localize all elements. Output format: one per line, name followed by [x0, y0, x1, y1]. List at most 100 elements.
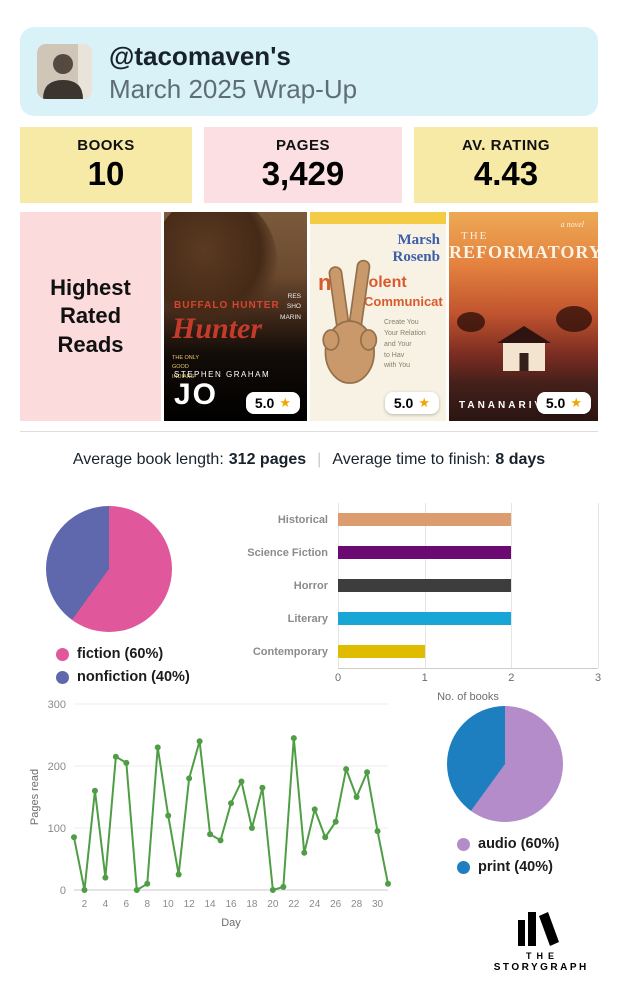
svg-text:300: 300 [48, 699, 66, 711]
bar-row [338, 503, 598, 536]
svg-text:22: 22 [288, 899, 300, 910]
book1-side-text: RES SHO MARIN [280, 293, 301, 321]
house-roof [496, 326, 551, 343]
stat-rating-label: AV. RATING [461, 137, 551, 154]
bar-tick-label: 1 [421, 672, 428, 684]
fiction-pie-legend: fiction (60%) nonfiction (40%) [56, 646, 190, 685]
book1-left-text: THE ONLY GOOD INDIANS [172, 355, 199, 380]
averages-separator: | [317, 451, 322, 468]
bar [338, 513, 512, 526]
bar-category-label: Science Fiction [247, 546, 328, 559]
svg-text:20: 20 [267, 899, 279, 910]
gridline [511, 503, 513, 668]
bar-tick-label: 2 [508, 672, 515, 684]
svg-text:16: 16 [225, 899, 237, 910]
bar-xlabel-row: No. of books [246, 687, 598, 703]
legend-item: audio (60%) [457, 836, 563, 852]
bar-category-label: Contemporary [252, 645, 328, 658]
legend-item: nonfiction (40%) [56, 669, 190, 685]
bar [338, 612, 512, 625]
bar-row [338, 536, 598, 569]
book1-author: STEPHEN GRAHAM [174, 370, 271, 379]
svg-text:12: 12 [184, 899, 196, 910]
legend-dot [56, 647, 69, 661]
section-divider [20, 431, 598, 432]
logo-text-storygraph: STORYGRAPH [493, 962, 589, 973]
tree-silhouette [457, 312, 485, 332]
rating-badge: 5.0 ★ [384, 392, 439, 414]
house-door [519, 353, 528, 371]
stat-books-value: 10 [87, 155, 125, 192]
book2-top-band [310, 212, 446, 224]
svg-text:8: 8 [144, 899, 150, 910]
storygraph-logo: THE STORYGRAPH [484, 908, 596, 973]
rating-value: 5.0 [393, 395, 414, 411]
legend-item: print (40%) [457, 859, 563, 875]
gridline [598, 503, 599, 668]
bar [338, 546, 512, 559]
format-pie [447, 706, 563, 822]
rating-badge: 5.0 ★ [536, 392, 591, 414]
bar-tick-label: 3 [594, 672, 602, 684]
book3-author: TANANARIV [459, 400, 545, 411]
stat-books-label: BOOKS [77, 137, 135, 154]
bar-chart-body: Historical Science Fiction Horror Literary C… [246, 503, 599, 669]
book2-title-frag2: Communicat [364, 294, 443, 309]
book-cover-the-reformatory: a novel THE REFORMATORY TANANARIV 5.0 ★ [449, 212, 598, 421]
format-pie-chart: audio (60%) print (40%) [447, 706, 563, 875]
bar-ticks-row: 0 1 2 3 [246, 672, 602, 687]
svg-text:30: 30 [372, 899, 384, 910]
genre-bar-chart: Historical Science Fiction Horror Literary C… [246, 503, 602, 703]
stat-pages: PAGES 3,429 [204, 127, 402, 203]
book3-title: REFORMATORY [449, 242, 598, 262]
svg-text:Pages read: Pages read [29, 769, 41, 825]
rating-value: 5.0 [254, 395, 275, 411]
legend-dot [457, 860, 470, 874]
legend-dot [457, 837, 470, 851]
legend-label: print (40%) [478, 859, 553, 875]
bar-ticks: 0 1 2 3 [334, 672, 602, 687]
book1-title-small: BUFFALO HUNTER [174, 300, 280, 311]
header-card: @tacomaven's March 2025 Wrap-Up [20, 27, 598, 116]
svg-text:6: 6 [124, 899, 130, 910]
pages-line-chart: 0 100 200 300 2 4 6 8 10 12 14 16 18 20 22 24 26 28 30 Page… [26, 692, 398, 932]
bar-tick-label: 0 [334, 672, 342, 684]
svg-text:0: 0 [60, 885, 66, 897]
svg-text:100: 100 [48, 823, 66, 835]
legend-label: nonfiction (40%) [77, 669, 190, 685]
rating-badge: 5.0 ★ [245, 392, 300, 414]
stat-books: BOOKS 10 [20, 127, 192, 203]
book2-title-frag: iolent [364, 274, 407, 291]
book2-subtitle: Create You Your Relation and Your to Hav… [384, 319, 426, 370]
svg-text:Day: Day [221, 917, 241, 929]
tree-silhouette [556, 306, 592, 332]
book3-title-the: THE [461, 230, 489, 242]
svg-text:2: 2 [82, 899, 88, 910]
svg-text:24: 24 [309, 899, 321, 910]
book1-author-big: JO [174, 378, 219, 411]
fiction-pie [46, 506, 172, 632]
svg-text:28: 28 [351, 899, 363, 910]
bar-category-label: Historical [277, 513, 328, 526]
bar-spacer [246, 672, 338, 687]
legend-label: audio (60%) [478, 836, 560, 852]
rating-value: 5.0 [545, 395, 566, 411]
avg-length-value: 312 pages [228, 451, 307, 468]
avg-length-label: Average book length: [72, 451, 224, 468]
book2-author: Marsh Rosenb [392, 232, 440, 266]
svg-text:26: 26 [330, 899, 342, 910]
peace-hand-icon [312, 258, 392, 418]
page-title: March 2025 Wrap-Up [109, 73, 358, 104]
storygraph-logo-icon [518, 912, 559, 946]
svg-text:200: 200 [48, 761, 66, 773]
star-icon: ★ [570, 395, 582, 410]
avg-finish-value: 8 days [495, 451, 546, 468]
svg-text:14: 14 [205, 899, 217, 910]
avatar-photo [37, 44, 92, 99]
book-cover-buffalo-hunter-hunter: BUFFALO HUNTER Hunter RES SHO MARIN THE … [164, 212, 307, 421]
bar [338, 645, 425, 658]
stat-pages-value: 3,429 [261, 155, 345, 192]
star-icon: ★ [279, 395, 291, 410]
avg-finish-label: Average time to finish: [332, 451, 491, 468]
